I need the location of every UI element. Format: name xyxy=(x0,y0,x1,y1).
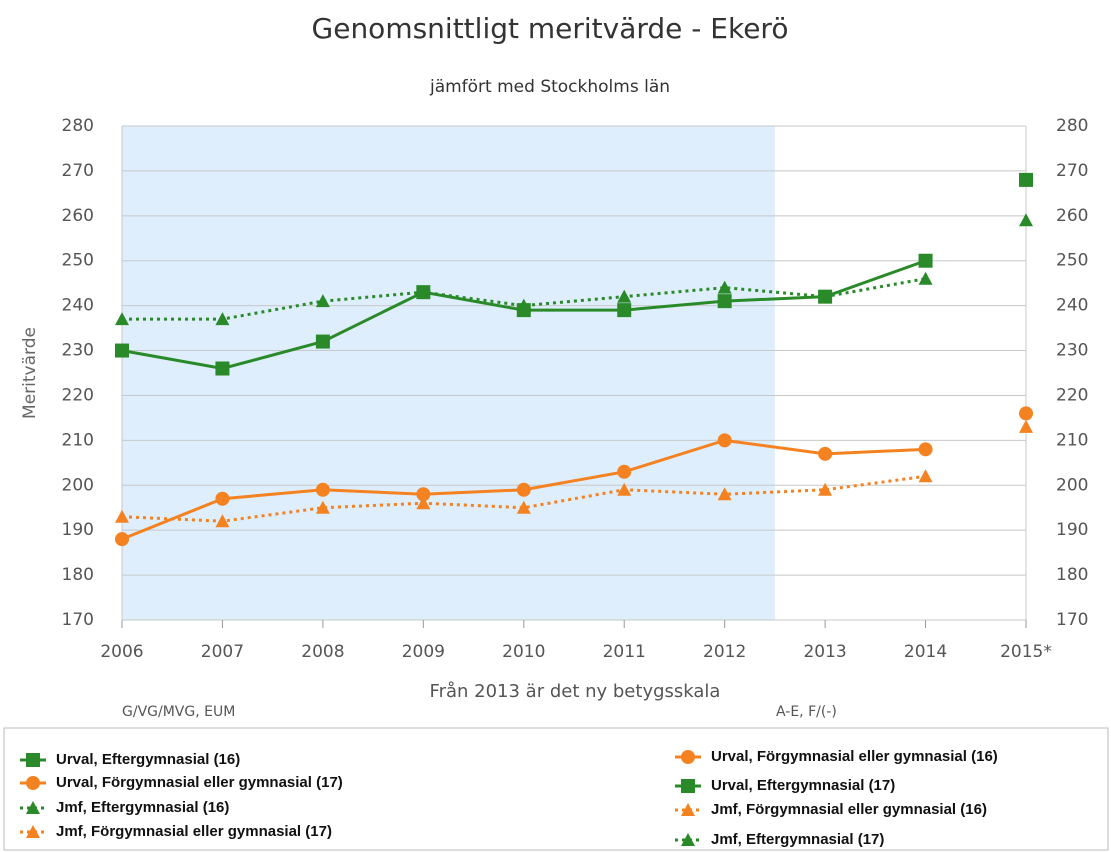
legend-label: Jmf, Eftergymnasial (17) xyxy=(711,831,884,848)
y2-tick-label: 200 xyxy=(1056,475,1088,495)
annotation: G/VG/MVG, EUM xyxy=(122,704,235,720)
x-tick-label: 2012 xyxy=(703,642,746,662)
legend-marker xyxy=(681,803,695,816)
y-tick-label: 210 xyxy=(62,430,94,450)
x-tick-label: 2007 xyxy=(201,642,244,662)
marker xyxy=(1019,172,1033,187)
series-line xyxy=(121,474,926,523)
y-tick-label: 230 xyxy=(62,341,94,361)
marker xyxy=(315,334,330,349)
legend-marker xyxy=(26,825,40,838)
y-axis-label: Meritvärde xyxy=(20,327,40,419)
legend-marker xyxy=(681,779,695,793)
marker xyxy=(215,491,230,506)
y-tick-label: 250 xyxy=(62,251,94,271)
marker xyxy=(315,294,330,308)
legend-marker xyxy=(681,750,695,764)
marker xyxy=(115,343,129,358)
legend-label: Jmf, Förgymnasial eller gymnasial (16) xyxy=(711,801,987,818)
marker xyxy=(315,500,330,514)
x-tick-label: 2006 xyxy=(100,642,143,662)
y2-tick-label: 190 xyxy=(1056,520,1088,540)
legend-label: Urval, Förgymnasial eller gymnasial (16) xyxy=(711,748,998,765)
y2-tick-label: 230 xyxy=(1056,341,1088,361)
y2-tick-label: 170 xyxy=(1056,610,1088,630)
y-tick-label: 220 xyxy=(62,385,94,405)
legend-marker xyxy=(26,753,40,767)
y-tick-label: 280 xyxy=(62,116,94,136)
y2-tick-label: 270 xyxy=(1056,161,1088,181)
marker xyxy=(115,312,129,326)
y2-tick-label: 250 xyxy=(1056,251,1088,271)
y2-tick-label: 260 xyxy=(1056,206,1088,226)
y-tick-label: 180 xyxy=(62,565,94,585)
marker xyxy=(1019,406,1033,421)
marker xyxy=(416,496,431,510)
marker xyxy=(215,361,230,376)
y-tick-label: 270 xyxy=(62,161,94,181)
marker xyxy=(617,464,632,479)
marker xyxy=(516,482,531,497)
plot-band xyxy=(122,126,775,620)
y2-tick-label: 220 xyxy=(1056,385,1088,405)
x-tick-label: 2008 xyxy=(301,642,344,662)
y2-tick-label: 180 xyxy=(1056,565,1088,585)
legend-marker xyxy=(26,776,40,790)
annotation: A-E, F/(-) xyxy=(776,704,837,720)
marker xyxy=(918,253,933,268)
marker xyxy=(617,303,632,318)
x-tick-label: 2015* xyxy=(1000,642,1052,662)
marker xyxy=(918,469,933,483)
x-axis-label: Från 2013 är det ny betygsskala xyxy=(430,681,721,702)
marker xyxy=(115,532,129,547)
marker xyxy=(617,482,632,496)
y2-tick-label: 240 xyxy=(1056,296,1088,316)
marker xyxy=(717,433,732,448)
marker xyxy=(617,289,632,303)
series-line xyxy=(122,277,926,321)
marker xyxy=(315,482,330,497)
marker xyxy=(416,285,431,299)
marker xyxy=(717,294,732,309)
legend-box xyxy=(3,727,1109,851)
marker xyxy=(215,514,230,528)
marker xyxy=(818,289,833,303)
legend-marker xyxy=(26,801,40,814)
marker xyxy=(516,500,531,514)
y2-tick-label: 210 xyxy=(1056,430,1088,450)
y-tick-label: 190 xyxy=(62,520,94,540)
marker xyxy=(717,280,732,294)
y2-tick-label: 280 xyxy=(1056,116,1088,136)
marker xyxy=(818,446,833,461)
marker xyxy=(215,312,230,326)
x-tick-label: 2009 xyxy=(402,642,445,662)
marker xyxy=(717,487,732,501)
legend-label: Urval, Eftergymnasial (17) xyxy=(711,777,895,794)
legend-label: Urval, Eftergymnasial (16) xyxy=(56,751,240,768)
x-tick-label: 2011 xyxy=(603,642,646,662)
marker xyxy=(818,482,833,496)
marker xyxy=(918,442,933,457)
y-tick-label: 240 xyxy=(62,296,94,316)
marker xyxy=(1019,419,1033,433)
legend-label: Urval, Förgymnasial eller gymnasial (17) xyxy=(56,774,343,791)
legend-label: Jmf, Förgymnasial eller gymnasial (17) xyxy=(56,823,332,840)
y-tick-label: 260 xyxy=(62,206,94,226)
chart-subtitle: jämfört med Stockholms län xyxy=(429,77,670,97)
x-tick-label: 2010 xyxy=(502,642,545,662)
y-tick-label: 170 xyxy=(62,610,94,630)
marker xyxy=(416,487,431,502)
x-tick-label: 2013 xyxy=(803,642,846,662)
y-tick-label: 200 xyxy=(62,475,94,495)
legend-label: Jmf, Eftergymnasial (16) xyxy=(56,799,229,816)
marker xyxy=(918,271,933,285)
marker xyxy=(1019,213,1033,227)
marker xyxy=(516,298,531,312)
legend-marker xyxy=(681,833,695,846)
chart-title: Genomsnittligt meritvärde - Ekerö xyxy=(312,12,789,45)
marker xyxy=(115,509,129,523)
x-tick-label: 2014 xyxy=(904,642,947,662)
